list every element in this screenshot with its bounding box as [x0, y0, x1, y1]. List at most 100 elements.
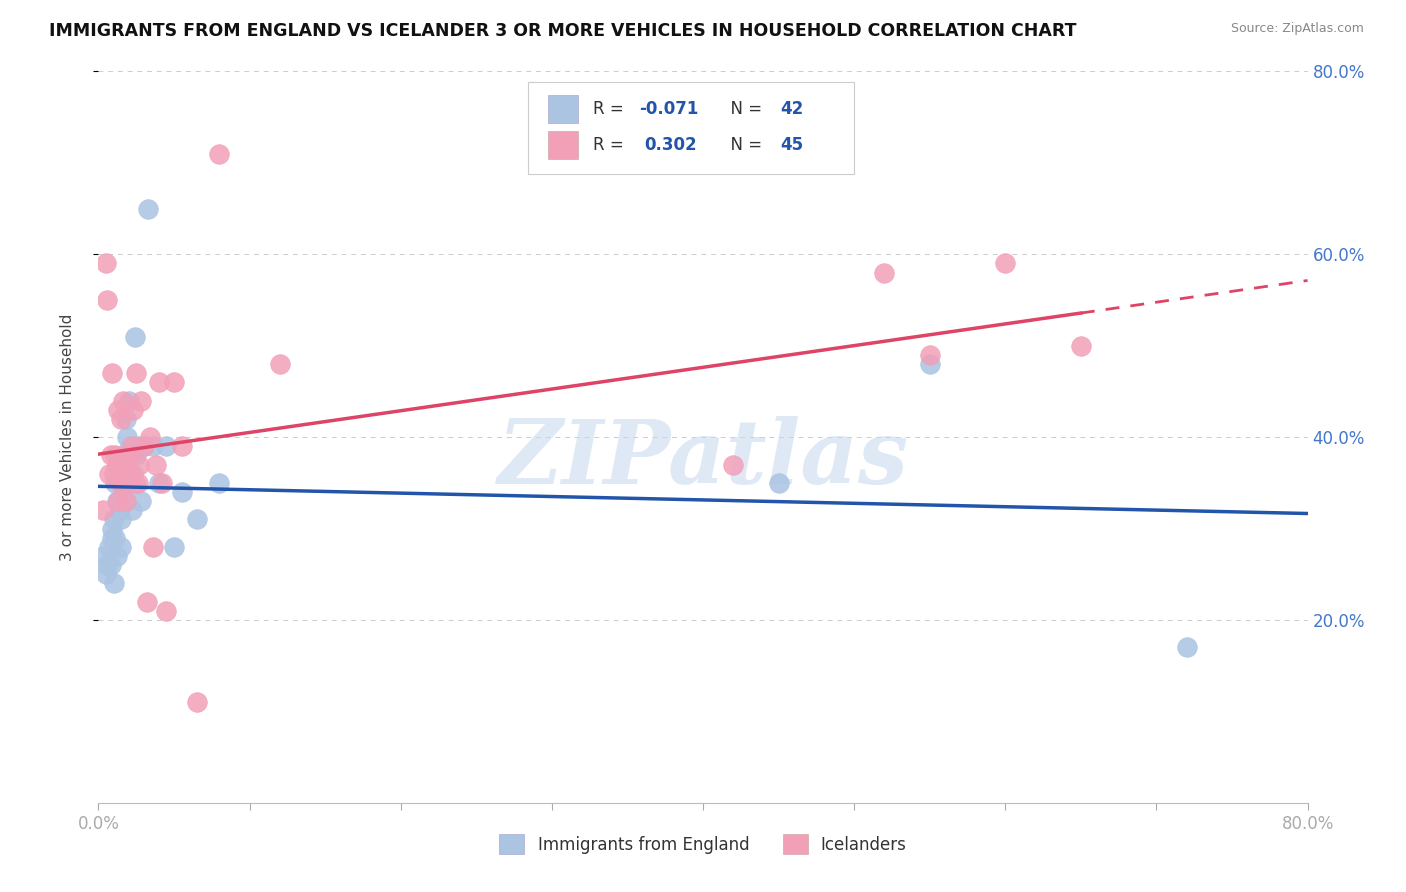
Point	[1175, 640, 1198, 655]
Point	[100, 448, 122, 462]
Point	[110, 412, 132, 426]
Point	[125, 366, 148, 380]
Point	[208, 146, 231, 161]
Point	[107, 494, 129, 508]
Point	[132, 439, 155, 453]
Point	[104, 475, 127, 490]
Point	[127, 439, 149, 453]
Point	[121, 503, 143, 517]
Point	[105, 494, 128, 508]
Point	[132, 439, 155, 453]
Point	[100, 558, 122, 573]
Point	[101, 531, 124, 545]
Point	[98, 540, 121, 554]
Point	[150, 475, 173, 490]
Point	[163, 375, 186, 389]
Point	[91, 503, 114, 517]
FancyBboxPatch shape	[548, 95, 578, 122]
Text: ZIPatlas: ZIPatlas	[498, 416, 908, 502]
Point	[103, 512, 125, 526]
Point	[105, 549, 128, 563]
Point	[111, 393, 134, 408]
Point	[1070, 338, 1092, 352]
Point	[170, 439, 193, 453]
Point	[96, 558, 118, 573]
Point	[129, 494, 152, 508]
Point	[108, 503, 131, 517]
Point	[124, 475, 146, 490]
Point	[125, 448, 148, 462]
Point	[108, 475, 131, 490]
Point	[107, 458, 129, 472]
Point	[269, 357, 291, 371]
Point	[107, 402, 129, 417]
Point	[129, 393, 152, 408]
Point	[918, 348, 941, 362]
Point	[94, 256, 117, 270]
Point	[122, 402, 145, 417]
FancyBboxPatch shape	[548, 131, 578, 159]
Text: 0.302: 0.302	[644, 136, 696, 154]
Point	[994, 256, 1017, 270]
Point	[163, 540, 186, 554]
Point	[155, 604, 177, 618]
FancyBboxPatch shape	[527, 82, 855, 174]
Point	[103, 576, 125, 591]
Point	[768, 475, 790, 490]
Text: N =: N =	[720, 100, 768, 118]
Point	[114, 412, 136, 426]
Point	[148, 375, 170, 389]
Point	[96, 293, 118, 307]
Point	[104, 448, 127, 462]
Point	[105, 458, 128, 472]
Point	[98, 467, 121, 481]
Text: -0.071: -0.071	[638, 100, 699, 118]
Point	[139, 430, 162, 444]
Point	[186, 512, 208, 526]
Point	[127, 475, 149, 490]
Point	[120, 467, 142, 481]
Point	[103, 467, 125, 481]
Point	[111, 448, 134, 462]
Point	[101, 366, 124, 380]
Point	[115, 430, 138, 444]
Point	[145, 458, 167, 472]
Point	[112, 485, 135, 500]
Point	[122, 467, 145, 481]
Point	[91, 549, 114, 563]
Legend: Immigrants from England, Icelanders: Immigrants from England, Icelanders	[492, 828, 914, 860]
Point	[101, 521, 124, 535]
Point	[121, 439, 143, 453]
Point	[128, 458, 150, 472]
Point	[873, 266, 896, 280]
Text: N =: N =	[720, 136, 768, 154]
Text: 45: 45	[780, 136, 803, 154]
Point	[135, 594, 157, 608]
Point	[148, 475, 170, 490]
Point	[918, 357, 941, 371]
Text: R =: R =	[593, 100, 628, 118]
Text: IMMIGRANTS FROM ENGLAND VS ICELANDER 3 OR MORE VEHICLES IN HOUSEHOLD CORRELATION: IMMIGRANTS FROM ENGLAND VS ICELANDER 3 O…	[49, 22, 1077, 40]
Point	[110, 458, 132, 472]
Point	[112, 475, 135, 490]
Y-axis label: 3 or more Vehicles in Household: 3 or more Vehicles in Household	[60, 313, 75, 561]
Point	[723, 458, 745, 472]
Text: 42: 42	[780, 100, 804, 118]
Point	[124, 329, 146, 343]
Text: R =: R =	[593, 136, 634, 154]
Text: Source: ZipAtlas.com: Source: ZipAtlas.com	[1230, 22, 1364, 36]
Point	[136, 202, 159, 216]
Point	[118, 448, 141, 462]
Point	[115, 458, 138, 472]
Point	[114, 475, 136, 490]
Point	[155, 439, 177, 453]
Point	[186, 695, 208, 709]
Point	[104, 531, 127, 545]
Point	[114, 494, 136, 508]
Point	[110, 512, 132, 526]
Point	[142, 439, 165, 453]
Point	[118, 393, 141, 408]
Point	[170, 485, 193, 500]
Point	[110, 540, 132, 554]
Point	[94, 567, 117, 582]
